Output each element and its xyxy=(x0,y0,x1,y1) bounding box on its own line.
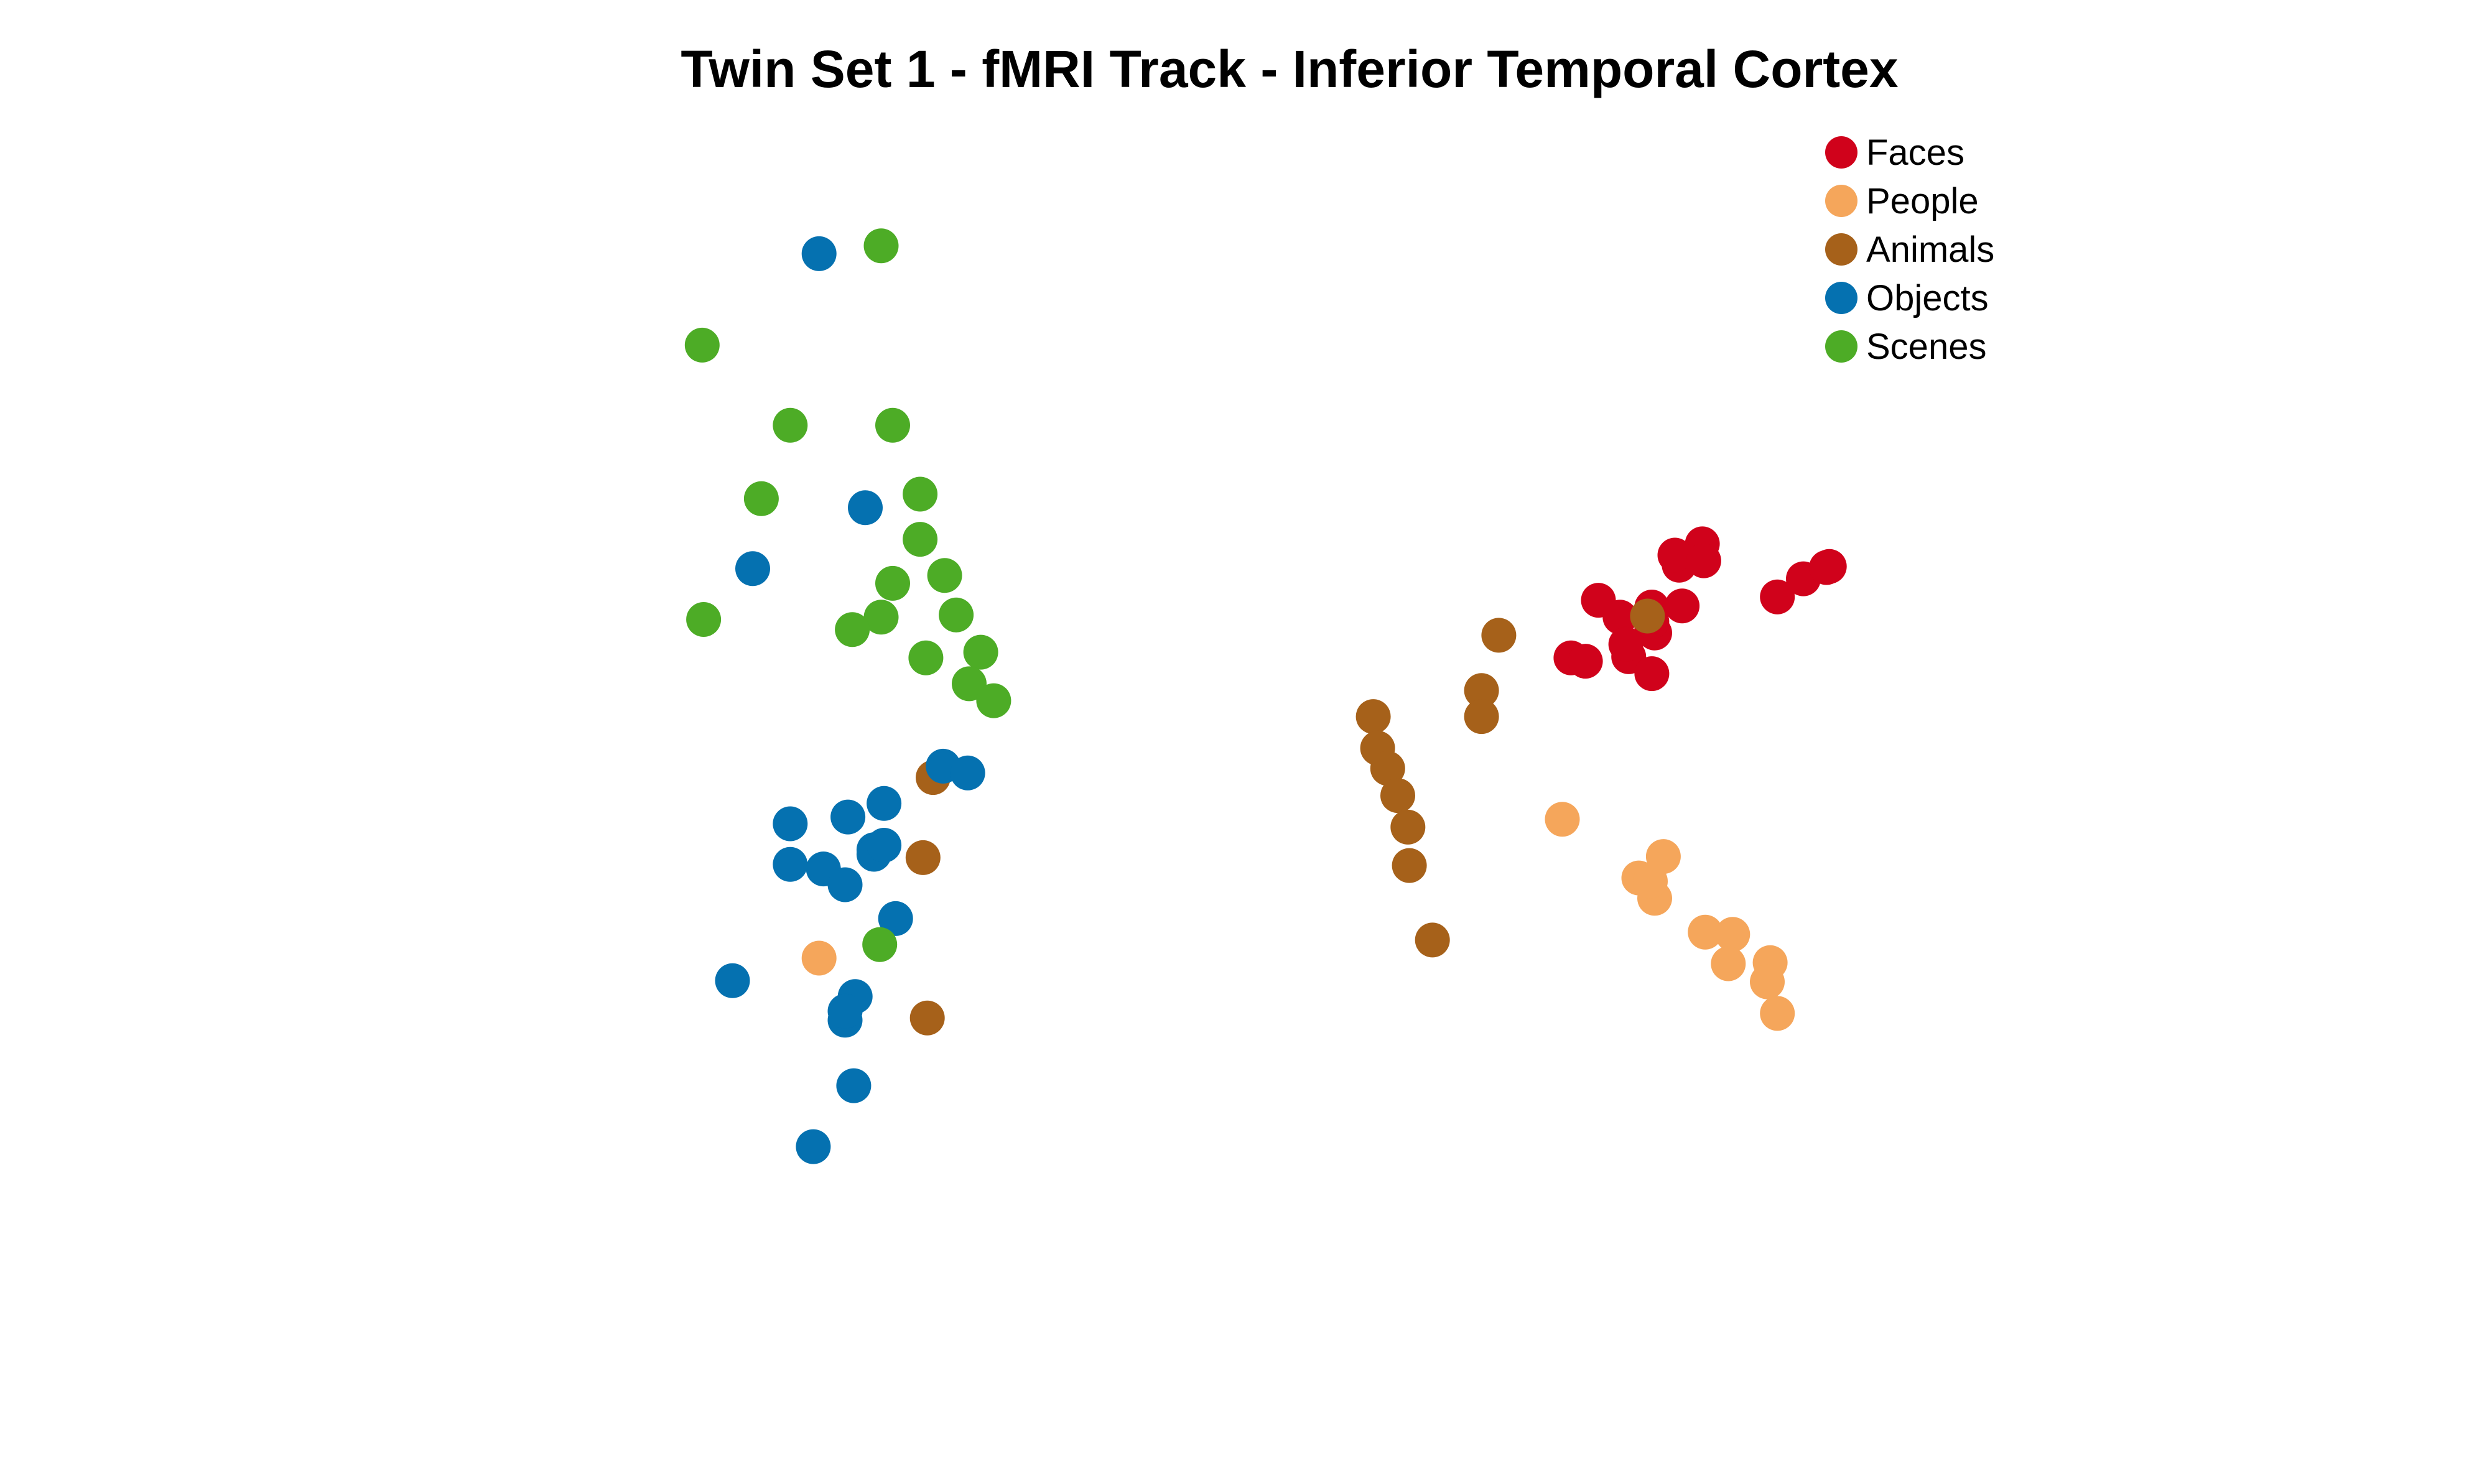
point-objects-7 xyxy=(773,806,808,842)
point-scenes-16 xyxy=(952,666,987,702)
point-objects-10 xyxy=(773,846,808,882)
point-scenes-15 xyxy=(963,634,998,670)
point-animals-3 xyxy=(1464,673,1499,708)
point-people-12 xyxy=(801,940,837,976)
legend-marker-people xyxy=(1825,185,1857,217)
point-animals-11 xyxy=(1415,922,1450,958)
point-faces-18 xyxy=(1657,537,1693,573)
chart-title: Twin Set 1 - fMRI Track - Inferior Tempo… xyxy=(681,40,1899,98)
point-scenes-4 xyxy=(875,407,910,443)
point-objects-15 xyxy=(878,901,913,936)
point-objects-19 xyxy=(796,1129,831,1164)
point-scenes-5 xyxy=(743,481,779,516)
point-scenes-13 xyxy=(939,597,974,633)
point-objects-5 xyxy=(950,755,985,791)
point-scenes-11 xyxy=(686,602,722,637)
point-scenes-6 xyxy=(903,476,938,512)
point-objects-6 xyxy=(867,786,902,821)
point-people-6 xyxy=(1688,914,1723,950)
point-scenes-7 xyxy=(903,522,938,557)
point-people-1 xyxy=(1545,802,1580,837)
point-objects-8 xyxy=(830,799,866,835)
legend-item-animals: Animals xyxy=(1825,230,1994,270)
legend-marker-animals xyxy=(1825,233,1857,266)
point-animals-1 xyxy=(1630,598,1665,634)
series-faces xyxy=(1553,526,1847,692)
point-people-11 xyxy=(1760,996,1795,1031)
legend-label-animals: Animals xyxy=(1866,230,1994,270)
legend-item-objects: Objects xyxy=(1825,278,1989,318)
series-objects xyxy=(715,236,985,1164)
point-scenes-2 xyxy=(684,327,720,363)
point-scenes-14 xyxy=(908,640,944,675)
legend-label-faces: Faces xyxy=(1866,132,1964,173)
point-animals-12 xyxy=(909,1000,945,1036)
series-animals xyxy=(905,598,1665,1036)
point-people-7 xyxy=(1715,917,1750,952)
point-animals-9 xyxy=(1390,809,1426,845)
point-objects-1 xyxy=(801,236,837,271)
point-scenes-3 xyxy=(773,407,808,443)
legend-item-people: People xyxy=(1825,181,1979,221)
series-people xyxy=(801,802,1795,1031)
point-faces-3 xyxy=(1760,579,1795,614)
point-faces-4 xyxy=(1809,550,1844,585)
point-scenes-12 xyxy=(835,612,870,647)
point-objects-2 xyxy=(848,490,883,526)
legend: Faces People Animals Objects Scenes xyxy=(1825,132,1994,367)
point-scenes-18 xyxy=(862,927,898,962)
point-scenes-17 xyxy=(976,683,1011,718)
point-scenes-9 xyxy=(927,558,962,593)
point-objects-14 xyxy=(715,963,750,998)
point-people-8 xyxy=(1711,946,1746,981)
legend-label-people: People xyxy=(1866,181,1979,221)
point-animals-5 xyxy=(1355,699,1391,735)
plot-area xyxy=(684,228,1847,1164)
point-people-10 xyxy=(1750,964,1785,999)
point-objects-21 xyxy=(827,993,863,1029)
point-animals-8 xyxy=(1380,778,1415,814)
point-faces-5 xyxy=(1665,588,1700,624)
point-faces-15 xyxy=(1634,656,1670,692)
legend-label-objects: Objects xyxy=(1866,278,1989,318)
series-scenes xyxy=(684,228,1011,962)
point-objects-18 xyxy=(836,1068,872,1103)
point-objects-13 xyxy=(827,867,863,902)
point-objects-3 xyxy=(735,551,770,587)
point-objects-20 xyxy=(867,828,902,863)
point-scenes-8 xyxy=(875,565,910,601)
point-faces-14 xyxy=(1608,626,1644,662)
point-animals-13 xyxy=(905,840,941,875)
point-faces-20 xyxy=(1686,543,1721,578)
legend-item-faces: Faces xyxy=(1825,132,1964,173)
point-faces-7 xyxy=(1568,644,1603,679)
point-animals-2 xyxy=(1481,618,1517,653)
point-people-5 xyxy=(1645,839,1681,874)
point-animals-7 xyxy=(1370,751,1405,786)
point-scenes-10 xyxy=(863,600,899,635)
legend-marker-scenes xyxy=(1825,330,1857,363)
legend-marker-faces xyxy=(1825,136,1857,169)
point-animals-10 xyxy=(1392,848,1427,883)
legend-item-scenes: Scenes xyxy=(1825,327,1986,367)
point-faces-9 xyxy=(1602,600,1638,635)
legend-marker-objects xyxy=(1825,282,1857,314)
legend-label-scenes: Scenes xyxy=(1866,327,1986,367)
point-scenes-1 xyxy=(863,228,899,264)
point-animals-4 xyxy=(1464,699,1499,735)
